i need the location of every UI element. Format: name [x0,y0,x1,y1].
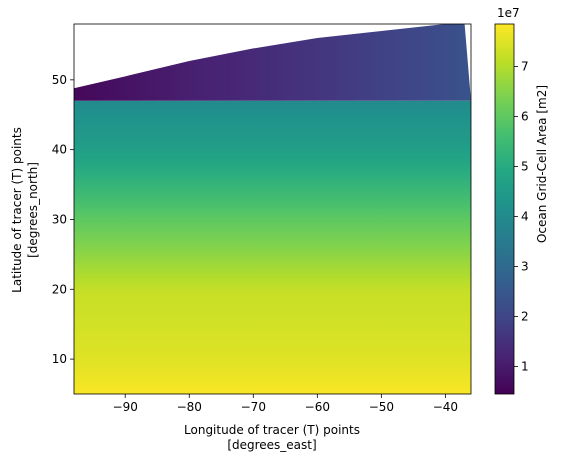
x-tick-label: −40 [433,400,458,414]
colorbar-tick-label: 7 [521,60,529,74]
plot-frame [73,23,472,395]
plot-area [74,24,471,394]
y-tick-label: 50 [52,73,67,87]
x-axis-label-line1: Longitude of tracer (T) points [184,423,360,437]
colorbar-tick-label: 2 [521,310,529,324]
colorbar-tick-label: 6 [521,110,529,124]
colorbar-frame [494,23,515,395]
heatmap-region-north [74,24,471,101]
y-tick-label: 20 [52,282,67,296]
colorbar-tick-label: 3 [521,260,529,274]
x-tick-label: −50 [369,400,394,414]
colorbar-gradient-bar [495,24,514,394]
y-tick-label: 30 [52,212,67,226]
y-axis-label-line1: Latitude of tracer (T) points [10,127,24,293]
colorbar-tick-label: 4 [521,210,529,224]
colorbar-scale-label: 1e7 [497,6,520,20]
x-tick-label: −70 [241,400,266,414]
colorbar-tick-label: 1 [521,360,529,374]
colorbar-label: Ocean Grid-Cell Area [m2] [535,85,549,243]
colorbar-tick-label: 5 [521,160,529,174]
y-axis-label-line2: [degrees_north] [26,162,40,258]
colorbar [495,24,514,394]
x-tick-label: −80 [177,400,202,414]
x-axis-label-line2: [degrees_east] [227,438,316,452]
y-axis: 10 20 30 40 50 [52,73,74,366]
heatmap-region-south [74,100,471,394]
colorbar-axis: 1 2 3 4 5 6 7 [514,60,529,374]
x-tick-label: −60 [305,400,330,414]
y-tick-label: 40 [52,143,67,157]
x-tick-label: −90 [113,400,138,414]
y-tick-label: 10 [52,352,67,366]
x-axis: −90 −80 −70 −60 −50 −40 [113,394,458,414]
